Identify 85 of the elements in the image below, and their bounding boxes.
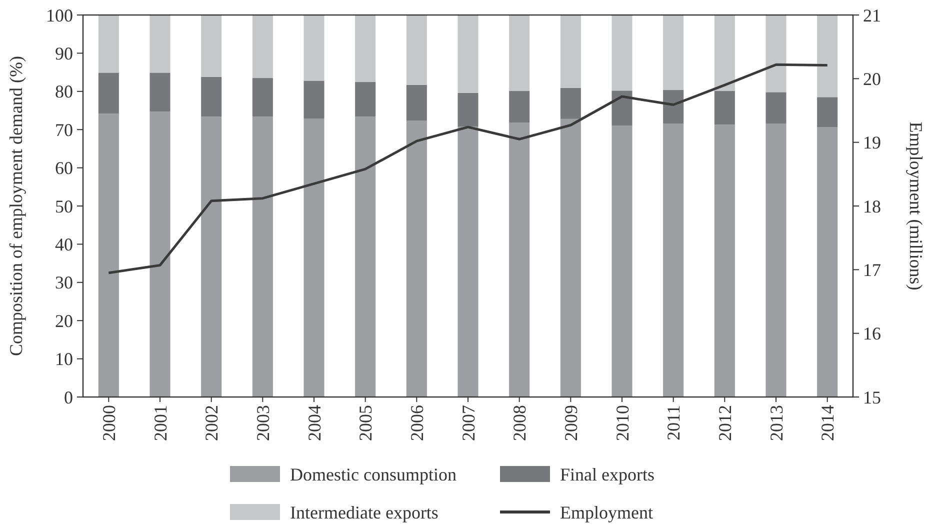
x-tick-label: 2009 [560,405,581,441]
bar [458,15,478,93]
bar [509,122,530,397]
line-series [107,63,829,274]
bar [817,97,838,128]
bar [612,15,632,91]
bar [406,15,427,85]
bar [150,112,170,397]
y2-tick-label: 21 [863,5,881,26]
y-axis-title: Composition of employment demand (%) [6,56,26,356]
bar [150,72,170,112]
bar [355,15,376,82]
bar [252,116,273,397]
bar [458,92,478,127]
bar [663,123,684,397]
y-tick-label: 50 [55,196,73,216]
bar [304,80,324,119]
x-tick-label: 2013 [766,405,786,441]
bar [252,78,273,117]
bar [201,76,222,117]
bar [355,116,376,397]
bar [406,84,427,121]
x-tick-label: 2012 [714,405,735,441]
x-tick-label: 2006 [406,405,427,441]
x-tick-label: 2000 [98,405,119,441]
x-tick-label: 2003 [252,405,273,441]
y2-tick-label: 19 [863,132,881,153]
y2-axis-title: Employment (millions) [906,122,926,290]
bar [663,15,684,90]
bar [406,120,427,397]
bar [766,123,786,397]
bar [201,116,222,397]
x-tick-label: 2004 [304,405,324,441]
y-tick-label: 20 [55,310,73,331]
legend-label: Final exports [560,464,654,484]
bar [612,90,632,126]
y2-tick-label: 16 [863,324,881,344]
bar [150,15,170,73]
y2-tick-label: 17 [863,260,881,280]
x-tick-label: 2001 [150,405,170,441]
bar [560,88,581,119]
y-tick-label: 10 [55,349,73,370]
bar [560,118,581,397]
y-tick-label: 0 [64,387,73,408]
bar [98,15,119,73]
bar [714,91,735,125]
y-tick-label: 60 [55,158,73,178]
y2-tick-label: 18 [863,196,881,216]
y-tick-label: 70 [55,120,73,140]
bar [509,15,530,92]
y-tick-label: 90 [55,44,73,64]
x-tick-label: 2008 [510,405,530,441]
bar [201,15,222,77]
bar [612,126,632,397]
bar [560,15,581,88]
y2-tick-label: 15 [863,387,881,408]
bar [714,15,735,92]
y-tick-label: 80 [55,82,73,102]
bar [663,90,684,124]
bar [304,15,324,81]
x-tick-label: 2014 [818,405,838,441]
bar [98,114,119,397]
bar [98,72,119,114]
y-tick-label: 100 [46,5,73,26]
bar [458,126,478,397]
x-tick-label: 2005 [356,405,376,441]
bar [252,15,273,78]
x-tick-label: 2011 [664,405,684,440]
y2-tick-label: 20 [863,68,881,89]
x-tick-label: 2010 [612,405,632,441]
bar [355,82,376,117]
bar [304,118,324,397]
x-tick-label: 2002 [202,405,222,441]
y-tick-label: 40 [55,234,73,254]
bar [509,91,530,123]
legend-label: Domestic consumption [290,464,456,484]
x-tick-label: 2007 [458,405,478,441]
legend-label: Employment [560,502,653,522]
bar [817,127,838,397]
bar [766,92,786,124]
bar [766,15,786,92]
bar [714,124,735,397]
legend-label: Intermediate exports [290,502,438,522]
bar [817,15,838,98]
y-tick-label: 30 [55,272,73,293]
